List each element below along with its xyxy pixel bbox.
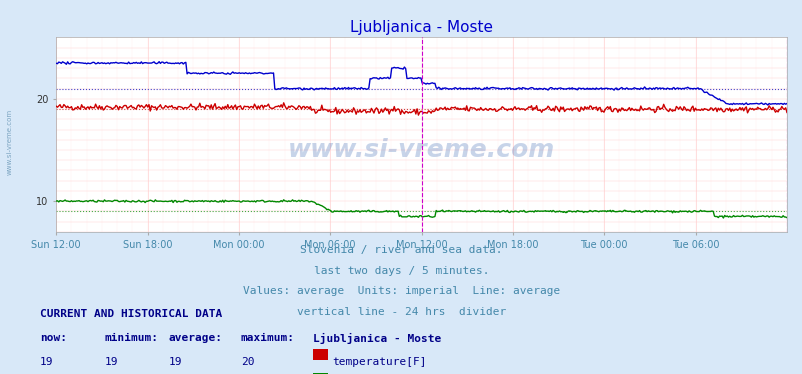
Text: Values: average  Units: imperial  Line: average: Values: average Units: imperial Line: av… (242, 286, 560, 296)
Text: www.si-vreme.com: www.si-vreme.com (288, 138, 554, 162)
Text: average:: average: (168, 333, 222, 343)
Text: www.si-vreme.com: www.si-vreme.com (6, 109, 13, 175)
Title: Ljubljanica - Moste: Ljubljanica - Moste (350, 20, 492, 35)
Text: Slovenia / river and sea data.: Slovenia / river and sea data. (300, 245, 502, 255)
Text: 19: 19 (104, 357, 118, 367)
Text: minimum:: minimum: (104, 333, 158, 343)
Text: now:: now: (40, 333, 67, 343)
Text: maximum:: maximum: (241, 333, 294, 343)
Text: 19: 19 (168, 357, 182, 367)
Text: 20: 20 (241, 357, 254, 367)
Text: Ljubljanica - Moste: Ljubljanica - Moste (313, 333, 441, 344)
Text: last two days / 5 minutes.: last two days / 5 minutes. (314, 266, 488, 276)
Text: CURRENT AND HISTORICAL DATA: CURRENT AND HISTORICAL DATA (40, 309, 222, 319)
Text: 19: 19 (40, 357, 54, 367)
Text: temperature[F]: temperature[F] (332, 357, 427, 367)
Text: vertical line - 24 hrs  divider: vertical line - 24 hrs divider (297, 307, 505, 317)
